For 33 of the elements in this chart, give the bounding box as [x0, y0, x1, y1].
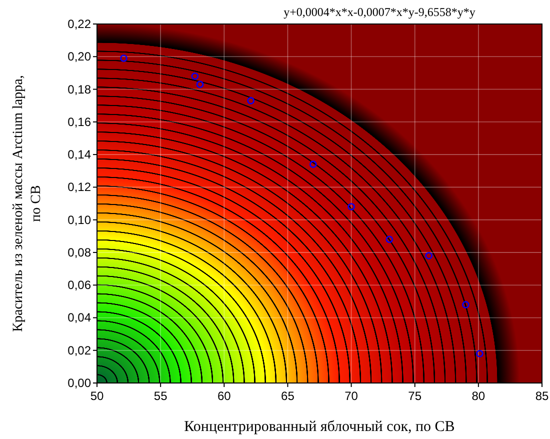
y-tick-label: 0,08: [68, 245, 92, 260]
y-tick-label: 0,12: [68, 180, 92, 194]
x-axis-title: Концентрированный яблочный сок, по СВ: [184, 419, 455, 435]
point: [191, 72, 199, 80]
x-tick-label: 60: [217, 389, 232, 403]
y-tick-label: 0,10: [68, 212, 92, 227]
y-tick-label: 0,00: [68, 376, 92, 390]
y-tick-label: 0,14: [68, 148, 92, 162]
point: [196, 80, 204, 88]
x-tick-label: 50: [90, 389, 104, 403]
x-tick-label: 85: [535, 389, 549, 403]
y-tick-label: 0,04: [68, 310, 92, 325]
point: [425, 252, 432, 260]
y-tick-label: 0,06: [68, 278, 92, 292]
y-tick-label: 0,20: [68, 50, 92, 64]
point: [348, 203, 355, 210]
x-tick-label: 75: [408, 389, 422, 403]
y-tick-label: 0,22: [68, 17, 92, 31]
x-tick-label: 55: [154, 389, 168, 403]
point: [476, 350, 484, 358]
chart-title: y+0,0004*x*x-0,0007*x*y-9,6558*y*y: [284, 5, 476, 19]
x-tick-label: 80: [472, 389, 486, 403]
point: [309, 160, 317, 168]
y-tick-label: 0,02: [68, 343, 92, 358]
y-tick-label: 0,18: [68, 82, 92, 96]
x-tick-label: 65: [281, 389, 295, 403]
point: [462, 301, 470, 308]
y-tick-label: 0,16: [68, 114, 92, 129]
point: [247, 97, 254, 104]
point: [386, 236, 394, 244]
point: [120, 54, 128, 62]
x-tick-label: 70: [344, 389, 358, 403]
y-axis-title: Краситель из зеленой массы Arctium lappa, по СВ: [11, 75, 44, 332]
